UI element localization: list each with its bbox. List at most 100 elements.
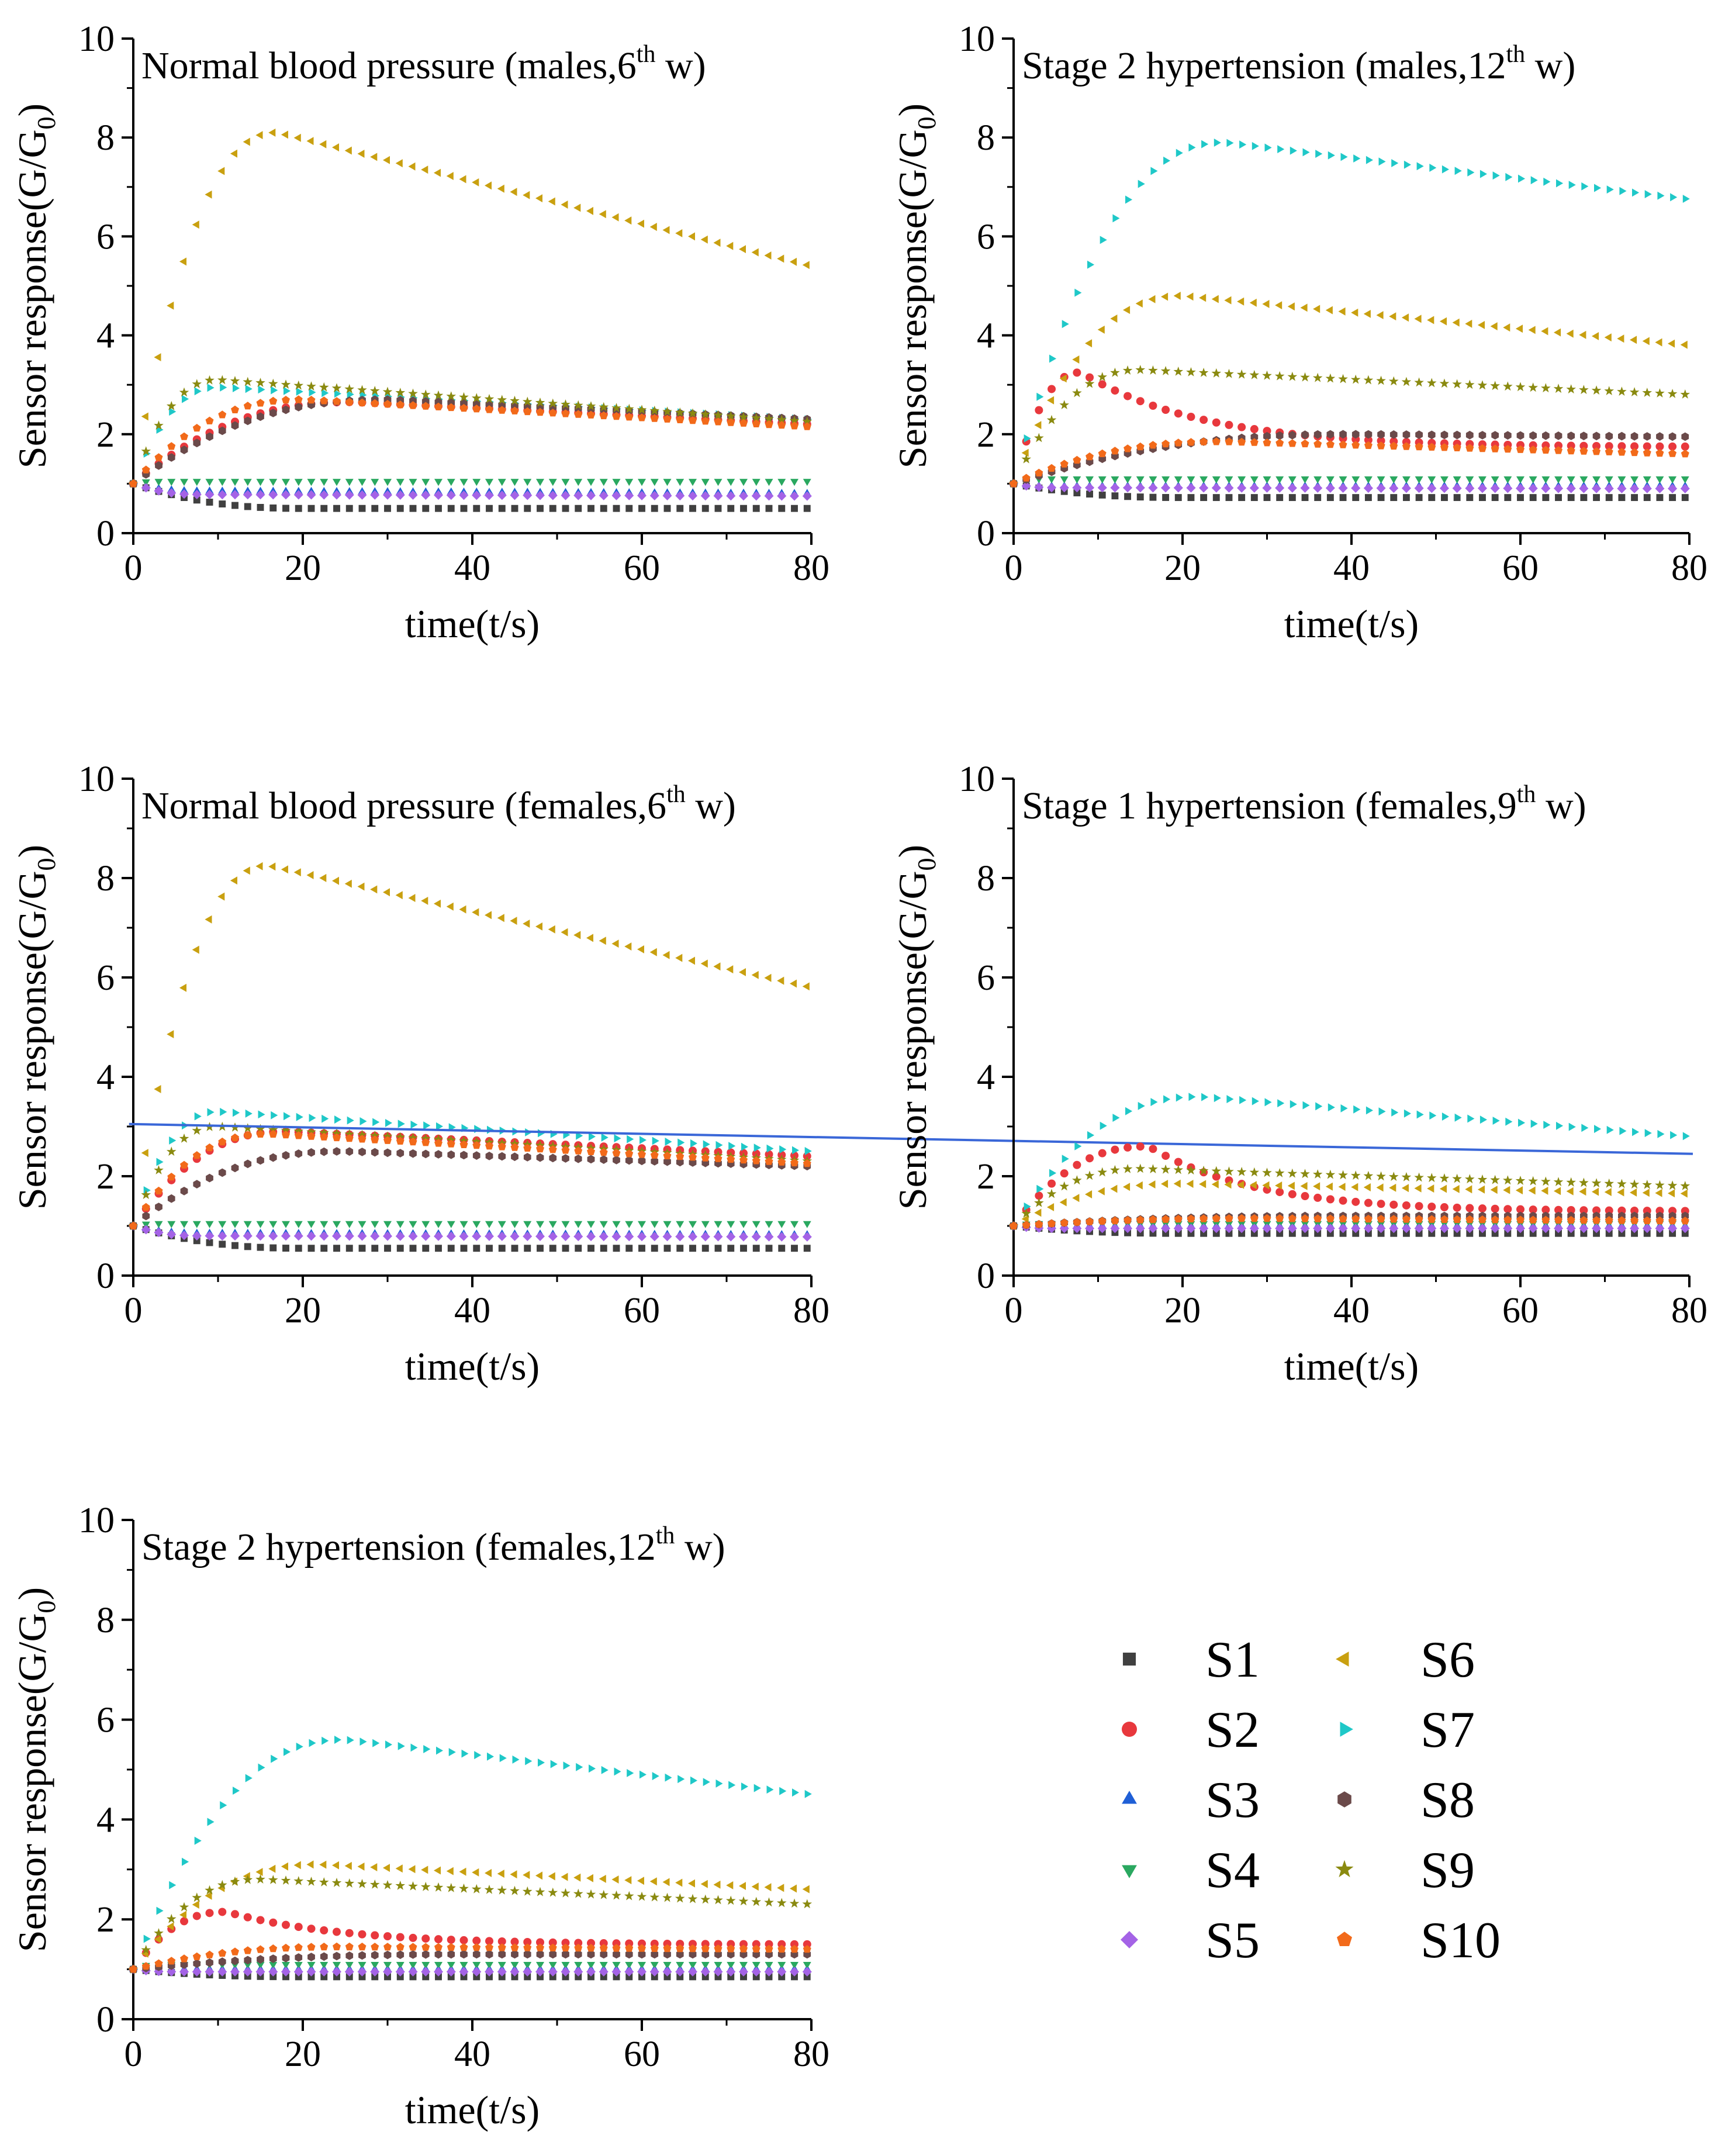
data-point-s6 bbox=[1439, 317, 1447, 326]
data-point-s4 bbox=[1440, 476, 1449, 483]
data-point-s5 bbox=[1592, 1224, 1602, 1234]
y-tick-label: 6 bbox=[977, 958, 995, 998]
data-point-s5 bbox=[1528, 1224, 1538, 1234]
data-point-s10 bbox=[180, 1954, 188, 1962]
data-point-s9 bbox=[548, 398, 558, 408]
data-point-s9 bbox=[764, 1897, 774, 1907]
data-point-s5 bbox=[459, 490, 469, 500]
data-point-s7 bbox=[1556, 1121, 1564, 1130]
data-point-s10 bbox=[612, 1149, 621, 1157]
data-point-s1 bbox=[333, 505, 340, 512]
data-point-s5 bbox=[637, 490, 647, 500]
data-point-s9 bbox=[1274, 371, 1285, 381]
data-point-s10 bbox=[1377, 1215, 1385, 1223]
data-point-s1 bbox=[320, 1245, 328, 1252]
data-point-s8 bbox=[371, 1148, 379, 1157]
y-axis-label: Sensor response(G/G0) bbox=[890, 103, 941, 468]
data-point-s6 bbox=[535, 194, 542, 203]
data-point-s9 bbox=[1579, 1177, 1589, 1187]
data-point-s10 bbox=[1339, 440, 1347, 448]
data-point-s4 bbox=[587, 479, 595, 486]
data-point-s10 bbox=[218, 1948, 227, 1957]
data-point-s10 bbox=[1351, 1214, 1360, 1223]
data-point-s7 bbox=[1125, 195, 1133, 204]
data-point-s9 bbox=[1211, 1166, 1222, 1176]
data-point-s4 bbox=[523, 1221, 532, 1228]
data-point-s10 bbox=[383, 1943, 392, 1951]
data-point-s1 bbox=[1593, 494, 1600, 502]
data-point-s7 bbox=[271, 1111, 278, 1120]
data-point-s1 bbox=[1124, 493, 1132, 500]
data-point-s9 bbox=[1224, 368, 1234, 378]
data-point-s10 bbox=[243, 402, 252, 410]
data-point-s7 bbox=[334, 1736, 341, 1744]
data-point-s5 bbox=[472, 490, 482, 500]
data-point-s8 bbox=[663, 1157, 671, 1166]
data-point-s9 bbox=[306, 381, 316, 391]
data-point-s8 bbox=[587, 1950, 595, 1959]
data-point-s5 bbox=[1135, 483, 1145, 493]
data-point-s1 bbox=[791, 505, 798, 512]
chart-title-main: Normal blood pressure (males,6 bbox=[141, 44, 637, 87]
data-point-s4 bbox=[167, 1221, 176, 1228]
data-point-s9 bbox=[1249, 1167, 1260, 1177]
y-axis-label-end: ) bbox=[10, 103, 54, 117]
data-point-s10 bbox=[650, 1944, 659, 1952]
data-point-s6 bbox=[1237, 297, 1245, 306]
data-point-s9 bbox=[1046, 414, 1057, 424]
data-point-s4 bbox=[485, 479, 493, 486]
data-point-s5 bbox=[535, 490, 545, 500]
data-point-s1 bbox=[600, 505, 607, 512]
data-point-s1 bbox=[1593, 1229, 1600, 1237]
data-point-s5 bbox=[1401, 1224, 1411, 1234]
data-point-s1 bbox=[1314, 494, 1322, 502]
data-point-s4 bbox=[752, 1221, 760, 1228]
data-point-s4 bbox=[612, 1962, 621, 1970]
data-point-s8 bbox=[511, 1950, 518, 1959]
data-point-s5 bbox=[1300, 483, 1310, 493]
data-point-s1 bbox=[676, 1973, 684, 1981]
data-point-s4 bbox=[1364, 476, 1373, 483]
data-point-s6 bbox=[637, 945, 644, 953]
data-point-s1 bbox=[1212, 494, 1220, 502]
data-point-s6 bbox=[764, 973, 772, 982]
data-point-s6 bbox=[472, 1868, 479, 1877]
data-point-s4 bbox=[333, 479, 341, 486]
data-point-s5 bbox=[357, 490, 367, 500]
data-point-s5 bbox=[497, 1231, 507, 1241]
data-point-s1 bbox=[1390, 494, 1398, 502]
data-point-s5 bbox=[1363, 1224, 1373, 1234]
data-point-s6 bbox=[1554, 328, 1561, 337]
data-point-s1 bbox=[269, 1973, 277, 1981]
data-point-s5 bbox=[1097, 483, 1107, 493]
data-point-s1 bbox=[307, 505, 315, 512]
data-point-s10 bbox=[1478, 1215, 1487, 1224]
data-point-s2 bbox=[256, 1916, 265, 1924]
data-point-s1 bbox=[1390, 1229, 1398, 1237]
data-point-s1 bbox=[1149, 1229, 1157, 1237]
data-point-s6 bbox=[1668, 1189, 1675, 1198]
legend-item-s8: S8 bbox=[1337, 1772, 1475, 1829]
data-point-s6 bbox=[1515, 324, 1523, 333]
data-point-s5 bbox=[357, 1967, 367, 1977]
data-point-s1 bbox=[244, 1243, 251, 1250]
data-point-s6 bbox=[1021, 1215, 1029, 1224]
data-point-s2 bbox=[612, 1939, 621, 1948]
data-point-s1 bbox=[307, 1973, 315, 1981]
data-point-s5 bbox=[1186, 1224, 1196, 1234]
data-point-s5 bbox=[1503, 483, 1513, 493]
data-point-s9 bbox=[497, 1885, 507, 1895]
data-point-s2 bbox=[1048, 385, 1056, 393]
data-point-s5 bbox=[332, 490, 341, 500]
x-tick-label: 60 bbox=[624, 2034, 660, 2074]
data-point-s10 bbox=[1199, 1214, 1208, 1222]
data-point-s10 bbox=[459, 1140, 468, 1148]
data-point-s7 bbox=[1391, 159, 1399, 167]
data-point-s2 bbox=[1225, 420, 1233, 429]
data-point-s6 bbox=[434, 899, 441, 908]
data-point-s5 bbox=[255, 1967, 265, 1977]
x-axis-label: time(t/s) bbox=[405, 2088, 540, 2132]
data-point-s7 bbox=[804, 1789, 812, 1798]
data-point-s5 bbox=[1173, 1224, 1183, 1234]
